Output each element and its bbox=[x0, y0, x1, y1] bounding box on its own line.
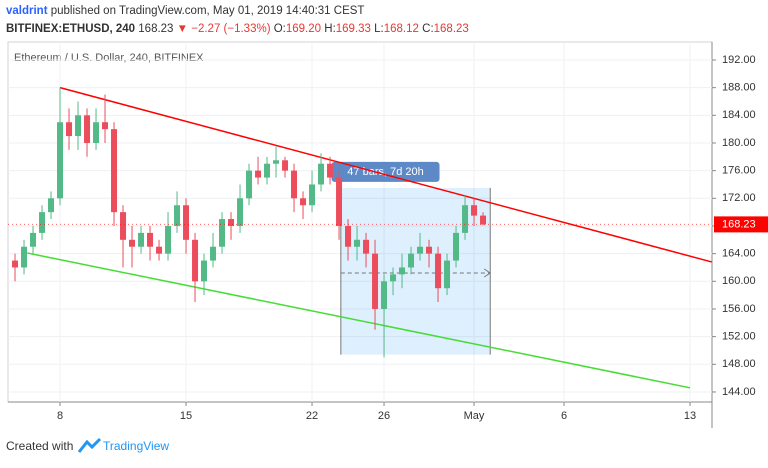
candle-body bbox=[48, 198, 55, 213]
header-line-1: valdrint published on TradingView.com, M… bbox=[6, 5, 364, 17]
candle-body bbox=[327, 163, 334, 178]
candle-body bbox=[336, 177, 343, 226]
y-tick-label: 144.00 bbox=[722, 386, 756, 398]
x-tick-label: 6 bbox=[561, 410, 567, 422]
candle-body bbox=[111, 129, 118, 213]
candle-body bbox=[228, 219, 235, 226]
candle-body bbox=[147, 232, 154, 247]
x-tick-label: 8 bbox=[57, 410, 63, 422]
y-tick-label: 160.00 bbox=[722, 275, 756, 287]
candle-body bbox=[30, 232, 37, 247]
candle-body bbox=[246, 170, 253, 199]
tv-logo bbox=[77, 437, 102, 453]
x-tick-label: 15 bbox=[180, 410, 192, 422]
symbol: BITFINEX:ETHUSD, 240 bbox=[6, 23, 135, 35]
last-price-box bbox=[714, 216, 768, 233]
y-tick-label: 156.00 bbox=[722, 303, 756, 315]
candle-body bbox=[120, 212, 127, 240]
author: valdrint bbox=[6, 5, 48, 17]
candle-body bbox=[309, 184, 316, 206]
candle-body bbox=[237, 198, 244, 226]
x-tick-label: 13 bbox=[684, 410, 696, 422]
candle-body bbox=[264, 163, 271, 178]
candle-body bbox=[93, 122, 100, 143]
candle-body bbox=[444, 260, 451, 289]
candle-body bbox=[156, 246, 163, 254]
candle-body bbox=[462, 205, 469, 233]
published: published on TradingView.com, May 01, 20… bbox=[51, 5, 365, 17]
last-price-label: 168.23 bbox=[722, 218, 756, 230]
candle-body bbox=[84, 115, 91, 143]
candle-body bbox=[426, 246, 433, 254]
candle-body bbox=[255, 170, 262, 178]
x-tick-label: 22 bbox=[306, 410, 318, 422]
candle-body bbox=[480, 215, 487, 225]
candle-body bbox=[201, 260, 208, 282]
y-tick-label: 176.00 bbox=[722, 165, 756, 177]
chart-title: Ethereum / U.S. Dollar, 240, BITFINEX bbox=[14, 52, 204, 64]
header-line-2: BITFINEX:ETHUSD, 240 168.23 ▼ −2.27 (−1.… bbox=[6, 23, 469, 35]
candle-body bbox=[318, 163, 325, 185]
trendline bbox=[59, 86, 712, 263]
candle-body bbox=[435, 253, 442, 289]
candle-body bbox=[174, 205, 181, 226]
candle-body bbox=[300, 198, 307, 206]
candle-body bbox=[417, 246, 424, 254]
candle-body bbox=[129, 239, 136, 247]
candle-body bbox=[21, 246, 28, 268]
ohlc-value: 169.33 bbox=[336, 23, 371, 35]
x-tick-label: May bbox=[464, 410, 485, 422]
y-tick-label: 180.00 bbox=[722, 137, 756, 149]
change: ▼ −2.27 (−1.33%) bbox=[177, 23, 271, 35]
trendline bbox=[26, 252, 691, 389]
candle-body bbox=[183, 205, 190, 240]
candle-body bbox=[363, 239, 370, 254]
candle-body bbox=[192, 239, 199, 282]
candle-body bbox=[291, 170, 298, 199]
candle-body bbox=[273, 160, 280, 164]
y-tick-label: 164.00 bbox=[722, 248, 756, 260]
candle-body bbox=[372, 253, 379, 309]
candle-body bbox=[408, 253, 415, 268]
candle-body bbox=[390, 274, 397, 282]
candle-body bbox=[66, 122, 73, 137]
candle-body bbox=[210, 246, 217, 261]
y-tick-label: 184.00 bbox=[722, 109, 756, 121]
candle-body bbox=[57, 122, 64, 199]
x-tick-label: 26 bbox=[378, 410, 390, 422]
ohlc-label: H: bbox=[324, 23, 336, 35]
measure-arrow bbox=[483, 268, 492, 278]
y-tick-label: 152.00 bbox=[722, 331, 756, 343]
ohlc-value: 168.12 bbox=[384, 23, 419, 35]
footer-created: Created with bbox=[6, 439, 73, 453]
candle-body bbox=[138, 232, 145, 247]
ohlc-value: 168.23 bbox=[434, 23, 469, 35]
candle-body bbox=[102, 122, 109, 130]
ohlc-label: L: bbox=[374, 23, 384, 35]
candle-body bbox=[345, 225, 352, 247]
candle-body bbox=[165, 225, 172, 254]
ohlc-label: O: bbox=[274, 23, 286, 35]
y-tick-label: 188.00 bbox=[722, 82, 756, 94]
ohlc-value: 169.20 bbox=[286, 23, 321, 35]
price: 168.23 bbox=[138, 23, 173, 35]
y-tick-label: 148.00 bbox=[722, 358, 756, 370]
y-tick-label: 172.00 bbox=[722, 192, 756, 204]
y-tick-label: 192.00 bbox=[722, 54, 756, 66]
candle-body bbox=[75, 115, 82, 137]
candle-body bbox=[12, 260, 19, 268]
ohlc-label: C: bbox=[422, 23, 434, 35]
candle-body bbox=[381, 281, 388, 309]
candle-body bbox=[219, 219, 226, 247]
candle-body bbox=[282, 160, 289, 171]
footer-brand: TradingView bbox=[103, 439, 169, 453]
candle-body bbox=[453, 232, 460, 261]
candle-body bbox=[471, 205, 478, 216]
candle-body bbox=[399, 267, 406, 275]
candle-body bbox=[354, 239, 361, 247]
candle-body bbox=[39, 212, 46, 233]
